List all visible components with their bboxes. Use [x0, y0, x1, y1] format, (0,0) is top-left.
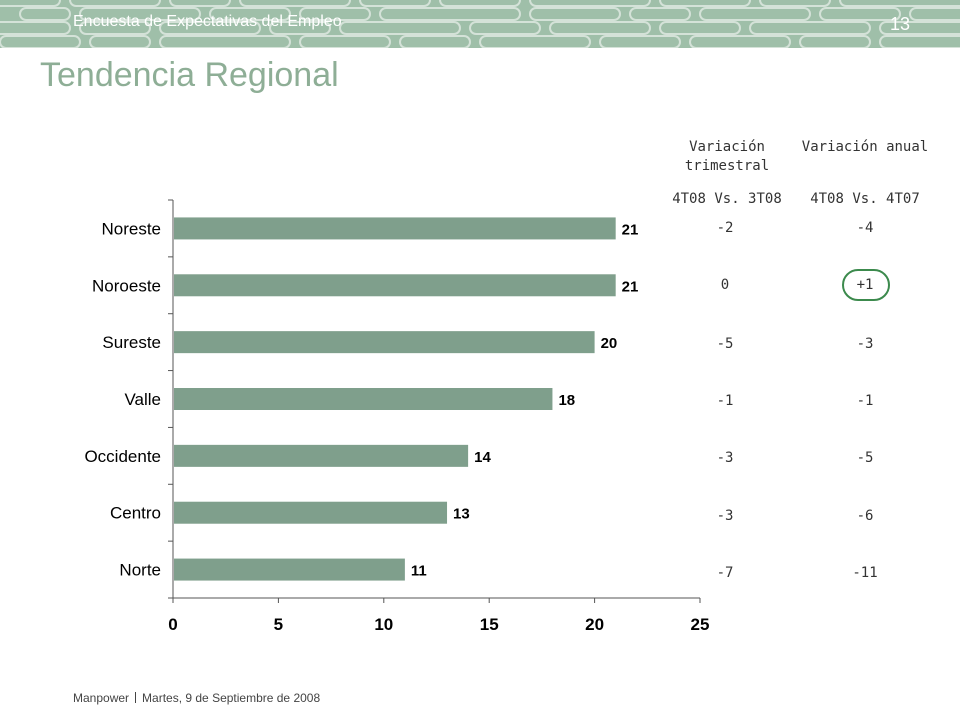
footer: Manpower Martes, 9 de Septiembre de 2008 — [73, 691, 320, 705]
bar — [174, 558, 405, 581]
category-label: Centro — [110, 504, 161, 523]
trimestral-cell: -5 — [716, 336, 734, 352]
data-label: 11 — [411, 563, 427, 580]
data-label: 21 — [622, 278, 639, 295]
data-label: 14 — [474, 449, 491, 466]
header-banner: Encuesta de Expectativas del Empleo 13 — [0, 0, 960, 48]
x-tick-label: 10 — [374, 615, 393, 634]
trimestral-cell: -3 — [716, 450, 734, 466]
anual-cell: -6 — [856, 508, 874, 524]
anual-cell: -11 — [852, 565, 878, 581]
anual-cell: -1 — [856, 393, 874, 409]
banner-pattern — [0, 0, 960, 48]
category-label: Norte — [119, 561, 161, 580]
trimestral-cell: 0 — [720, 277, 730, 293]
page-number: 13 — [889, 14, 911, 34]
data-label: 13 — [453, 506, 470, 523]
x-tick-label: 5 — [274, 615, 283, 634]
col-header-anual: Variación anual — [801, 139, 929, 155]
col-sub-trimestral: 4T08 Vs. 3T08 — [672, 191, 782, 207]
bar — [174, 274, 616, 297]
banner-title: Encuesta de Expectativas del Empleo — [73, 13, 342, 30]
bar — [174, 388, 553, 410]
category-label: Noreste — [101, 219, 161, 238]
x-tick-label: 15 — [480, 615, 499, 634]
category-label: Occidente — [84, 447, 161, 466]
anual-cell: +1 — [856, 277, 874, 293]
category-label: Valle — [124, 390, 161, 409]
x-tick-label: 20 — [585, 615, 604, 634]
x-tick-label: 25 — [691, 615, 710, 634]
data-label: 21 — [622, 221, 639, 238]
trimestral-cell: -2 — [716, 220, 734, 236]
trimestral-cell: -7 — [716, 565, 734, 581]
trimestral-cell: -3 — [716, 508, 734, 524]
bar — [174, 331, 595, 354]
col-header-trimestral: Variación trimestral — [684, 139, 770, 174]
bar — [174, 501, 448, 524]
footer-separator — [135, 692, 137, 703]
slide-title: Tendencia Regional — [40, 56, 339, 94]
trimestral-cell: -1 — [716, 393, 734, 409]
highlight-ring — [842, 269, 890, 301]
x-tick-label: 0 — [168, 615, 177, 634]
anual-cell: -5 — [856, 450, 874, 466]
category-label: Noroeste — [92, 276, 161, 295]
col-sub-anual: 4T08 Vs. 4T07 — [810, 191, 920, 207]
footer-date: Martes, 9 de Septiembre de 2008 — [142, 691, 321, 705]
data-label: 20 — [601, 335, 618, 352]
category-label: Sureste — [102, 333, 161, 352]
footer-brand: Manpower — [73, 691, 130, 705]
anual-cell: -4 — [856, 220, 874, 236]
data-label: 18 — [558, 392, 575, 409]
bar — [174, 444, 469, 467]
anual-cell: -3 — [856, 336, 874, 352]
bar — [174, 217, 616, 240]
